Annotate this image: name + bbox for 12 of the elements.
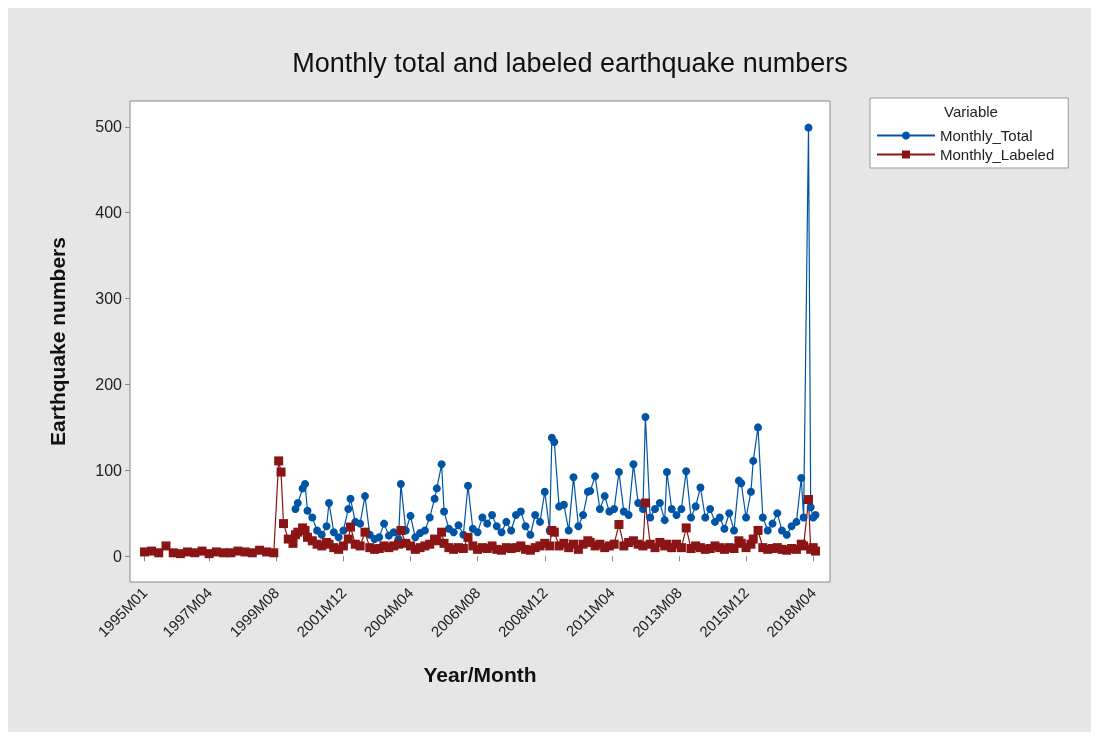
y-tick-label: 400 xyxy=(95,204,123,222)
legend-label: Monthly_Total xyxy=(940,127,1033,144)
y-tick-label: 100 xyxy=(95,461,123,479)
chart-title: Monthly total and labeled earthquake numbers xyxy=(292,47,848,78)
legend-label: Monthly_Labeled xyxy=(940,146,1055,163)
y-tick-label: 200 xyxy=(95,375,123,393)
y-tick-label: 300 xyxy=(95,290,123,308)
y-tick-label: 500 xyxy=(95,118,123,136)
y-axis-title: Earthquake numbers xyxy=(46,237,69,446)
legend-title: Variable xyxy=(944,103,998,120)
x-axis-title: Year/Month xyxy=(423,663,537,686)
y-tick-label: 0 xyxy=(113,547,123,565)
